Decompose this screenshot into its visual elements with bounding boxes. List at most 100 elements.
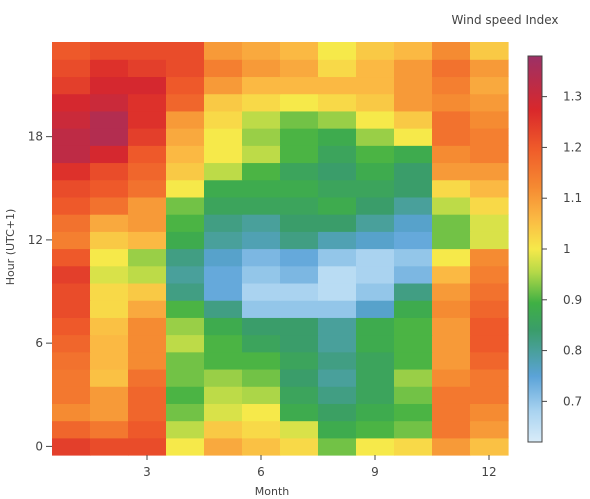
heatmap-cell	[128, 300, 167, 318]
heatmap-cell	[280, 231, 319, 250]
heatmap-cell	[394, 145, 433, 164]
heatmap-cell	[432, 128, 471, 146]
heatmap-cell	[128, 76, 167, 95]
heatmap-cell	[280, 386, 319, 404]
heatmap-cell	[318, 248, 357, 267]
heatmap-cell	[204, 93, 243, 112]
colorbar-tick-label: 0.8	[563, 344, 582, 358]
heatmap-cell	[356, 196, 395, 215]
colorbar-tick-label: 1.2	[563, 140, 582, 154]
heatmap-cell	[204, 437, 243, 456]
heatmap-cell	[470, 214, 509, 232]
heatmap-cell	[394, 128, 433, 146]
heatmap-cell	[318, 300, 357, 318]
heatmap-cell	[242, 214, 281, 232]
heatmap-cell	[432, 76, 471, 95]
heatmap-cell	[432, 162, 471, 181]
heatmap-cell	[128, 110, 167, 129]
heatmap-cell	[90, 300, 129, 318]
heatmap-cell	[166, 196, 205, 215]
heatmap-cell	[356, 386, 395, 404]
heatmap-cell	[394, 110, 433, 129]
heatmap-cell	[280, 317, 319, 336]
heatmap-cell	[242, 265, 281, 284]
heatmap-cell	[90, 93, 129, 112]
heatmap-cell	[242, 351, 281, 370]
heatmap-cell	[90, 196, 129, 215]
heatmap-cell	[432, 265, 471, 284]
heatmap-cell	[356, 351, 395, 370]
heatmap-cell	[90, 145, 129, 164]
heatmap-cell	[52, 282, 91, 301]
heatmap-cell	[280, 76, 319, 95]
heatmap-cell	[90, 265, 129, 284]
heatmap-cell	[432, 317, 471, 336]
heatmap-cell	[166, 231, 205, 250]
heatmap-cell	[470, 59, 509, 78]
heatmap-cell	[128, 265, 167, 284]
heatmap-cell	[280, 179, 319, 198]
heatmap-cell	[90, 437, 129, 456]
heatmap-cell	[394, 368, 433, 387]
heatmap-cell	[432, 351, 471, 370]
heatmap-cell	[432, 420, 471, 439]
heatmap-cell	[280, 300, 319, 318]
heatmap-cell	[470, 351, 509, 370]
heatmap-cell	[356, 368, 395, 387]
heatmap-cell	[242, 179, 281, 198]
colorbar: 0.7 0.8 0.9 1 1.1 1.2 1.3	[527, 55, 582, 443]
heatmap-cell	[470, 231, 509, 250]
heatmap-cell	[356, 403, 395, 422]
heatmap-cell	[90, 110, 129, 129]
heatmap-cell	[318, 403, 357, 422]
heatmap-cell	[470, 403, 509, 422]
heatmap-cell	[242, 231, 281, 250]
heatmap-cell	[128, 179, 167, 198]
heatmap-cell	[242, 248, 281, 267]
heatmap-cell	[128, 368, 167, 387]
heatmap-cell	[52, 128, 91, 146]
heatmap-cell	[470, 42, 509, 60]
heatmap-cell	[318, 42, 357, 60]
heatmap-cell	[204, 317, 243, 336]
heatmap-cell	[470, 110, 509, 129]
heatmap-cell	[356, 76, 395, 95]
heatmap-cell	[242, 420, 281, 439]
heatmap-cell	[432, 403, 471, 422]
heatmap-cell	[52, 110, 91, 129]
heatmap-cell	[280, 403, 319, 422]
heatmap-cell	[280, 437, 319, 456]
heatmap-cell	[394, 248, 433, 267]
heatmap-cell	[356, 420, 395, 439]
heatmap-cell	[166, 179, 205, 198]
heatmap-cell	[470, 179, 509, 198]
heatmap-cell	[52, 145, 91, 164]
heatmap-cell	[204, 403, 243, 422]
heatmap-cell	[242, 162, 281, 181]
heatmap-cell	[52, 42, 91, 60]
heatmap-cell	[242, 110, 281, 129]
heatmap-cell	[470, 145, 509, 164]
heatmap-cell	[166, 162, 205, 181]
heatmap-cell	[204, 282, 243, 301]
heatmap-cell	[470, 317, 509, 336]
heatmap-cell	[52, 403, 91, 422]
heatmap-cell	[128, 93, 167, 112]
heatmap-cell	[204, 179, 243, 198]
heatmap-cell	[394, 403, 433, 422]
heatmap-cell	[128, 42, 167, 60]
heatmap-cell	[128, 231, 167, 250]
heatmap-cell	[356, 248, 395, 267]
heatmap-cell	[470, 437, 509, 456]
heatmap-cell	[432, 110, 471, 129]
heatmap-cell	[166, 368, 205, 387]
heatmap-cell	[356, 300, 395, 318]
heatmap-cell	[90, 317, 129, 336]
heatmap-cell	[394, 386, 433, 404]
heatmap-cell	[394, 76, 433, 95]
heatmap-cell	[280, 110, 319, 129]
x-axis-title: Month	[255, 485, 290, 498]
heatmap-cell	[52, 420, 91, 439]
heatmap-cell	[166, 214, 205, 232]
